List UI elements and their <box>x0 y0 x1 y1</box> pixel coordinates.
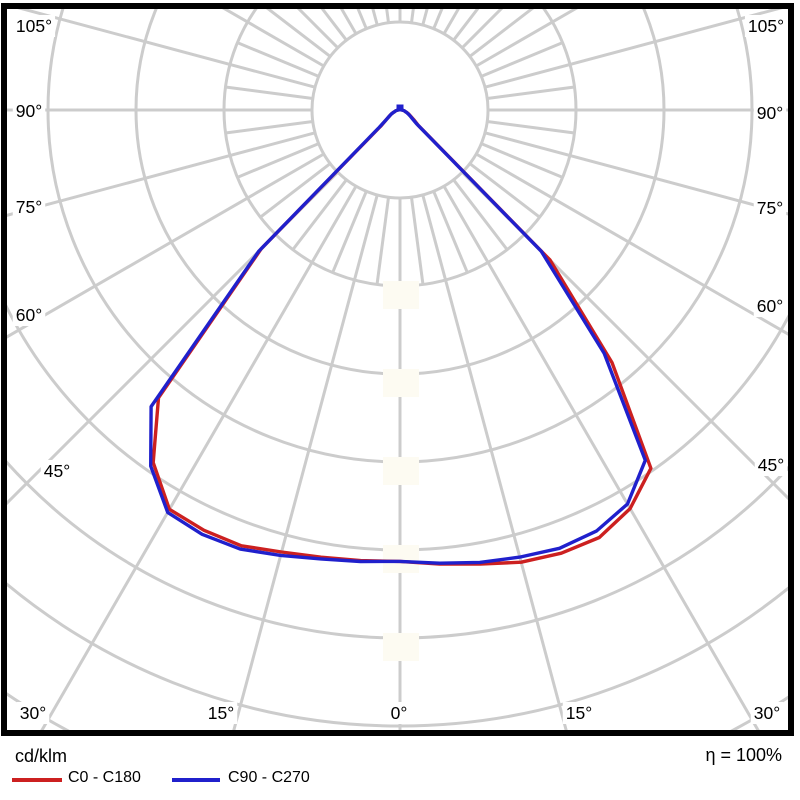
unit-label: cd/klm <box>15 746 68 766</box>
grid-fine-spoke <box>487 85 575 101</box>
grid-fine-spoke <box>409 197 425 285</box>
grid-fine-spoke <box>452 178 509 251</box>
angle-label-bg <box>562 702 596 724</box>
grid-fine-spoke <box>236 41 320 78</box>
angle-label-105: 105° <box>16 16 52 36</box>
grid-fine-spoke <box>468 9 535 58</box>
grid-spoke <box>442 185 760 730</box>
grid-fine-spoke <box>265 9 332 58</box>
angle-label-bg <box>387 702 411 724</box>
angle-label-30: 30° <box>754 703 780 723</box>
grid-spoke <box>7 171 339 506</box>
angle-label-bg <box>750 702 784 724</box>
grid-fine-spoke <box>225 119 313 135</box>
light-output-ratio-label: η = 100% <box>705 745 782 765</box>
angle-label-60: 60° <box>757 296 783 316</box>
curve-apex-marker <box>396 104 404 112</box>
angle-label-bg <box>754 454 788 476</box>
diagram-frame <box>1 3 794 736</box>
grid-spoke <box>7 131 316 217</box>
angle-label-90: 90° <box>757 103 783 123</box>
angle-label-bg <box>12 15 56 37</box>
angle-label-75: 75° <box>757 198 783 218</box>
angle-label-0: 0° <box>391 703 408 723</box>
grid-spoke <box>484 131 788 216</box>
grid-spoke <box>421 194 568 730</box>
grid-fine-spoke <box>331 190 368 274</box>
angle-label-75: 75° <box>16 197 42 217</box>
angle-label-bg <box>40 460 74 482</box>
grid-spoke <box>40 185 358 730</box>
curve-c0-c180 <box>151 108 653 566</box>
grid-fine-spoke <box>236 142 320 179</box>
legend-label-c0-c180: C0 - C180 <box>68 769 141 786</box>
grid-fine-spoke <box>356 9 368 30</box>
angle-label-30: 30° <box>20 703 46 723</box>
angle-label-60: 60° <box>16 305 42 325</box>
angle-label-45: 45° <box>758 455 784 475</box>
legend: C0 - C180 C90 - C270 <box>0 769 800 793</box>
grid-spoke <box>484 9 783 89</box>
angle-label-90: 90° <box>16 101 42 121</box>
grid-fine-spoke <box>291 178 348 251</box>
grid-fine-spoke <box>432 9 444 30</box>
angle-label-15: 15° <box>566 703 592 723</box>
angle-label-bg <box>12 100 46 122</box>
grid-fine-spoke <box>480 142 564 179</box>
blank-ring-value-box <box>383 281 419 309</box>
grid-fine-spoke <box>480 41 564 78</box>
blank-ring-value-box <box>383 369 419 397</box>
grid-spoke <box>461 171 788 501</box>
grid-spoke <box>232 194 379 730</box>
angle-label-bg <box>753 197 787 219</box>
legend-label-c90-c270: C90 - C270 <box>228 769 310 786</box>
grid-fine-spoke <box>452 9 480 42</box>
angle-label-bg <box>12 196 46 218</box>
angle-label-bg <box>753 295 787 317</box>
angle-label-15: 15° <box>208 703 234 723</box>
grid-fine-spoke <box>320 9 348 42</box>
grid-spoke <box>475 152 788 336</box>
grid-fine-spoke <box>375 197 391 285</box>
angle-label-bg <box>744 15 788 37</box>
blank-ring-value-box <box>383 545 419 573</box>
angle-label-bg <box>753 102 787 124</box>
grid-fine-spoke <box>487 119 575 135</box>
angle-label-105: 105° <box>748 16 784 36</box>
angle-label-bg <box>204 702 238 724</box>
angle-label-bg <box>16 702 50 724</box>
grid-spoke <box>17 9 316 89</box>
grid-fine-spoke <box>468 162 541 219</box>
angle-label-bg <box>12 304 46 326</box>
grid-fine-spoke <box>259 162 332 219</box>
angle-label-45: 45° <box>44 461 70 481</box>
grid-fine-spoke <box>432 190 469 274</box>
blank-ring-value-box <box>383 633 419 661</box>
curve-c90-c270 <box>148 108 647 565</box>
grid-fine-spoke <box>225 85 313 101</box>
blank-ring-value-box <box>383 457 419 485</box>
legend-swatch-c0-c180 <box>12 778 62 782</box>
grid-spoke <box>7 152 325 339</box>
angle-labels: 105° 90° 75° 60° 45° 30° 15° 0° 15° 30° 45° 60° 75° 9… <box>12 15 788 724</box>
legend-swatch-c90-c270 <box>172 778 220 782</box>
